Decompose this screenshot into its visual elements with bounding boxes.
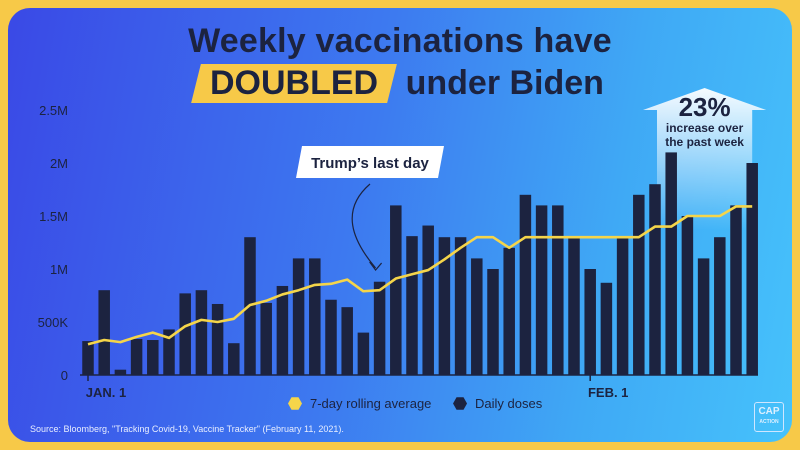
bar xyxy=(390,205,402,375)
bar xyxy=(746,163,758,375)
rolling-average-line xyxy=(87,205,753,346)
bar xyxy=(98,290,110,375)
bar xyxy=(454,237,467,375)
title-line-2-rest: under Biden xyxy=(405,64,604,102)
bar xyxy=(535,205,548,375)
bar xyxy=(681,216,694,375)
bar xyxy=(600,282,613,375)
bar xyxy=(309,258,321,375)
bar xyxy=(633,194,645,375)
trump-callout-arrow xyxy=(351,183,377,269)
bar xyxy=(552,205,564,375)
bar xyxy=(211,303,224,375)
title-line-1: Weekly vaccinations have xyxy=(188,22,612,60)
x-tick-label: JAN. 1 xyxy=(86,385,126,400)
bar xyxy=(649,184,661,375)
increase-percent: 23% xyxy=(679,92,731,122)
bar xyxy=(163,329,175,375)
bar xyxy=(292,258,305,375)
bar xyxy=(147,340,159,375)
y-tick-label: 1M xyxy=(50,262,68,277)
trump-callout-arrowhead xyxy=(369,261,383,271)
bar xyxy=(697,258,710,375)
legend-swatch-average xyxy=(288,397,302,410)
bar xyxy=(568,237,580,375)
bar xyxy=(276,285,289,375)
y-tick-label: 500K xyxy=(38,315,69,330)
bar xyxy=(422,225,434,375)
y-tick-label: 2.5M xyxy=(39,103,68,118)
y-tick-label: 2M xyxy=(50,156,68,171)
bar xyxy=(730,205,742,375)
bar xyxy=(584,269,596,375)
bar xyxy=(179,293,191,375)
increase-caption: the past week xyxy=(665,135,744,149)
y-tick-label: 1.5M xyxy=(39,209,68,224)
bar xyxy=(438,237,451,375)
bar xyxy=(114,369,127,375)
bar xyxy=(82,341,94,375)
increase-caption: increase over xyxy=(666,121,744,135)
chart-legend: 7-day rolling average Daily doses xyxy=(288,396,560,414)
y-tick-label: 0 xyxy=(61,368,68,383)
bar xyxy=(487,269,499,375)
bar xyxy=(616,237,629,375)
bar xyxy=(519,194,532,375)
title-line-2: DOUBLED under Biden xyxy=(8,64,792,103)
bar xyxy=(260,302,272,375)
trump-callout-box xyxy=(296,146,444,178)
legend-label-average: 7-day rolling average xyxy=(310,396,432,411)
cap-action-logo: CAP ACTION xyxy=(754,402,784,432)
legend-label-daily: Daily doses xyxy=(475,396,543,411)
bar xyxy=(341,307,353,375)
bar xyxy=(665,152,677,375)
source-note: Source: Bloomberg, "Tracking Covid-19, V… xyxy=(30,424,344,434)
bar xyxy=(228,343,240,375)
bar xyxy=(714,237,726,375)
bar xyxy=(130,338,143,375)
legend-swatch-daily xyxy=(453,397,468,410)
bar xyxy=(373,281,386,375)
legend-item-daily: Daily doses xyxy=(453,396,542,411)
bar xyxy=(195,290,208,375)
bar xyxy=(325,299,337,375)
bar xyxy=(406,236,418,375)
trump-callout-text: Trump’s last day xyxy=(311,155,429,172)
bar xyxy=(357,332,370,375)
x-tick-label: FEB. 1 xyxy=(588,385,628,400)
legend-item-average: 7-day rolling average xyxy=(288,396,431,411)
bar xyxy=(471,258,483,375)
bar xyxy=(503,247,515,375)
